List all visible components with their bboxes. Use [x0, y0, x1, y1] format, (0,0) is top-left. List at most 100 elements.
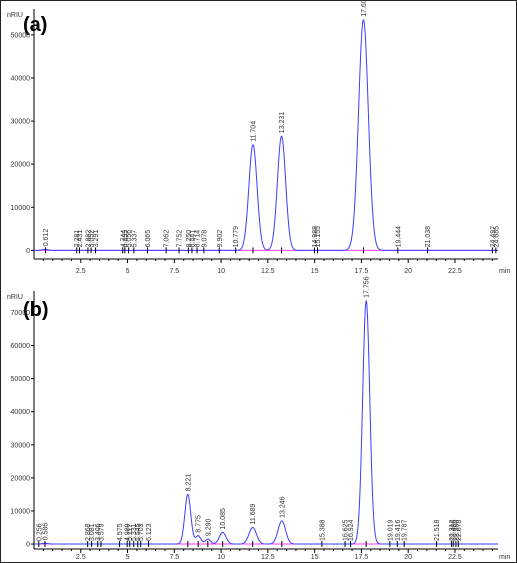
chart-panel-a: (a)nRIU 0 10000 20000 30000 40000 50000 2.5 5 7.5… [7, 1, 510, 275]
chromatogram-trace [34, 299, 498, 545]
peak-retention-label: 5.331 [131, 523, 138, 541]
peak-retention-label: 22.312 [449, 519, 456, 541]
peak-retention-label: 8.221 [185, 474, 192, 492]
peak-retention-label: 22.406 [451, 519, 458, 541]
x-tick-label: 2.5 [76, 268, 86, 275]
peak-retention-label: 24.685 [493, 226, 500, 248]
peak-retention-label: 13.246 [279, 496, 286, 518]
peak-retention-label: 19.019 [387, 519, 394, 541]
peak-retention-label: 5.545 [135, 523, 142, 541]
peak-retention-label: 6.123 [146, 523, 153, 541]
peak-retention-label: 2.281 [74, 230, 81, 248]
x-tick-label: 20 [404, 268, 412, 275]
peak-retention-label: 8.775 [196, 515, 203, 533]
peak-retention-label: 0.612 [43, 229, 50, 247]
y-unit-label: nRIU [7, 12, 23, 19]
peak-retention-label: 8.250 [186, 230, 193, 248]
y-tick-label: 20000 [11, 475, 31, 482]
peak-retention-label: 8.441 [189, 230, 196, 248]
peak-retention-label: 7.062 [164, 230, 171, 248]
peak-retention-label: 13.231 [279, 112, 286, 134]
peak-retention-label: 24.497 [490, 226, 497, 248]
peak-retention-label: 7.752 [177, 230, 184, 248]
peak-retention-label: 19.416 [395, 519, 402, 541]
panel-label: (a) [23, 14, 47, 36]
peak-retention-label: 3.291 [93, 230, 100, 248]
y-tick-label: 0 [26, 542, 30, 549]
peak-retention-label: 3.081 [89, 523, 96, 541]
peak-retention-label: 9.290 [205, 518, 212, 536]
peak-retention-label: 3.579 [99, 523, 106, 541]
x-tick-label: 15 [311, 268, 319, 275]
x-tick-label: 22.5 [448, 268, 462, 275]
y-tick-label: 30000 [11, 442, 31, 449]
peak-retention-label: 2.431 [77, 230, 84, 248]
x-unit-label: min [499, 268, 510, 275]
peak-retention-label: 8.714 [195, 230, 202, 248]
peak-retention-label: 14.988 [312, 226, 319, 248]
y-tick-label: 20000 [11, 162, 31, 169]
peak-retention-label: 5.337 [131, 230, 138, 248]
peak-retention-label: 9.902 [217, 230, 224, 248]
y-tick-label: 60000 [11, 343, 31, 350]
peak-retention-label: 0.256 [36, 523, 43, 541]
peak-retention-label: 9.078 [201, 230, 208, 248]
x-tick-label: 12.5 [261, 268, 275, 275]
x-tick-label: 5 [126, 554, 130, 561]
peak-retention-label: 0.586 [43, 523, 50, 541]
y-tick-label: 50000 [11, 376, 31, 383]
peak-retention-label: 15.155 [315, 226, 322, 248]
y-tick-label: 30000 [11, 119, 31, 126]
y-tick-label: 10000 [11, 205, 31, 212]
peak-retention-label: 3.406 [95, 523, 102, 541]
peak-retention-label: 22.550 [453, 519, 460, 541]
peak-retention-label: 6.065 [145, 230, 152, 248]
y-tick-label: 10000 [11, 508, 31, 515]
x-tick-label: 10 [217, 268, 225, 275]
x-tick-label: 7.5 [169, 268, 179, 275]
peak-retention-label: 19.787 [402, 519, 409, 541]
peak-retention-label: 3.052 [89, 230, 96, 248]
peak-retention-label: 19.444 [395, 226, 402, 248]
y-unit-label: nRIU [7, 294, 23, 301]
x-tick-label: 7.5 [169, 554, 179, 561]
x-tick-label: 5 [126, 268, 130, 275]
peak-retention-label: 10.779 [233, 226, 240, 248]
y-tick-label: 40000 [11, 409, 31, 416]
peak-retention-label: 5.117 [127, 524, 134, 541]
x-tick-label: 12.5 [261, 554, 275, 561]
peak-retention-label: 4.980 [125, 523, 132, 541]
peak-retention-label: 21.038 [425, 226, 432, 248]
chromatogram-trace [34, 19, 498, 251]
peak-retention-label: 15.388 [319, 519, 326, 541]
peak-retention-label: 4.855 [122, 230, 129, 248]
peak-retention-label: 21.518 [434, 519, 441, 541]
x-tick-label: 15 [311, 554, 319, 561]
x-tick-label: 22.5 [448, 554, 462, 561]
peak-retention-label: 17.756 [364, 276, 371, 298]
peak-retention-label: 10.085 [220, 508, 227, 530]
peak-retention-label: 11.689 [250, 504, 257, 525]
x-tick-label: 17.5 [355, 268, 369, 275]
peak-retention-label: 16.625 [343, 519, 350, 541]
y-tick-label: 40000 [11, 75, 31, 82]
y-tick-label: 0 [26, 248, 30, 255]
peak-retention-label: 4.575 [117, 523, 124, 541]
peak-retention-label: 4.744 [120, 230, 127, 248]
peak-retention-label: 2.868 [85, 523, 92, 541]
panel-label: (b) [23, 299, 49, 321]
peak-retention-label: 11.704 [251, 121, 258, 142]
x-tick-label: 10 [217, 554, 225, 561]
x-unit-label: min [499, 554, 510, 561]
peak-retention-label: 17.608 [361, 1, 368, 17]
peak-retention-label: 16.924 [348, 519, 355, 541]
y-tick-label: 70000 [11, 310, 31, 317]
peak-retention-label: 5.703 [138, 523, 145, 541]
x-tick-label: 20 [404, 554, 412, 561]
x-tick-label: 2.5 [76, 554, 86, 561]
peak-retention-label: 22.678 [456, 519, 463, 541]
x-tick-label: 17.5 [355, 554, 369, 561]
peak-retention-label: 5.056 [126, 230, 133, 248]
